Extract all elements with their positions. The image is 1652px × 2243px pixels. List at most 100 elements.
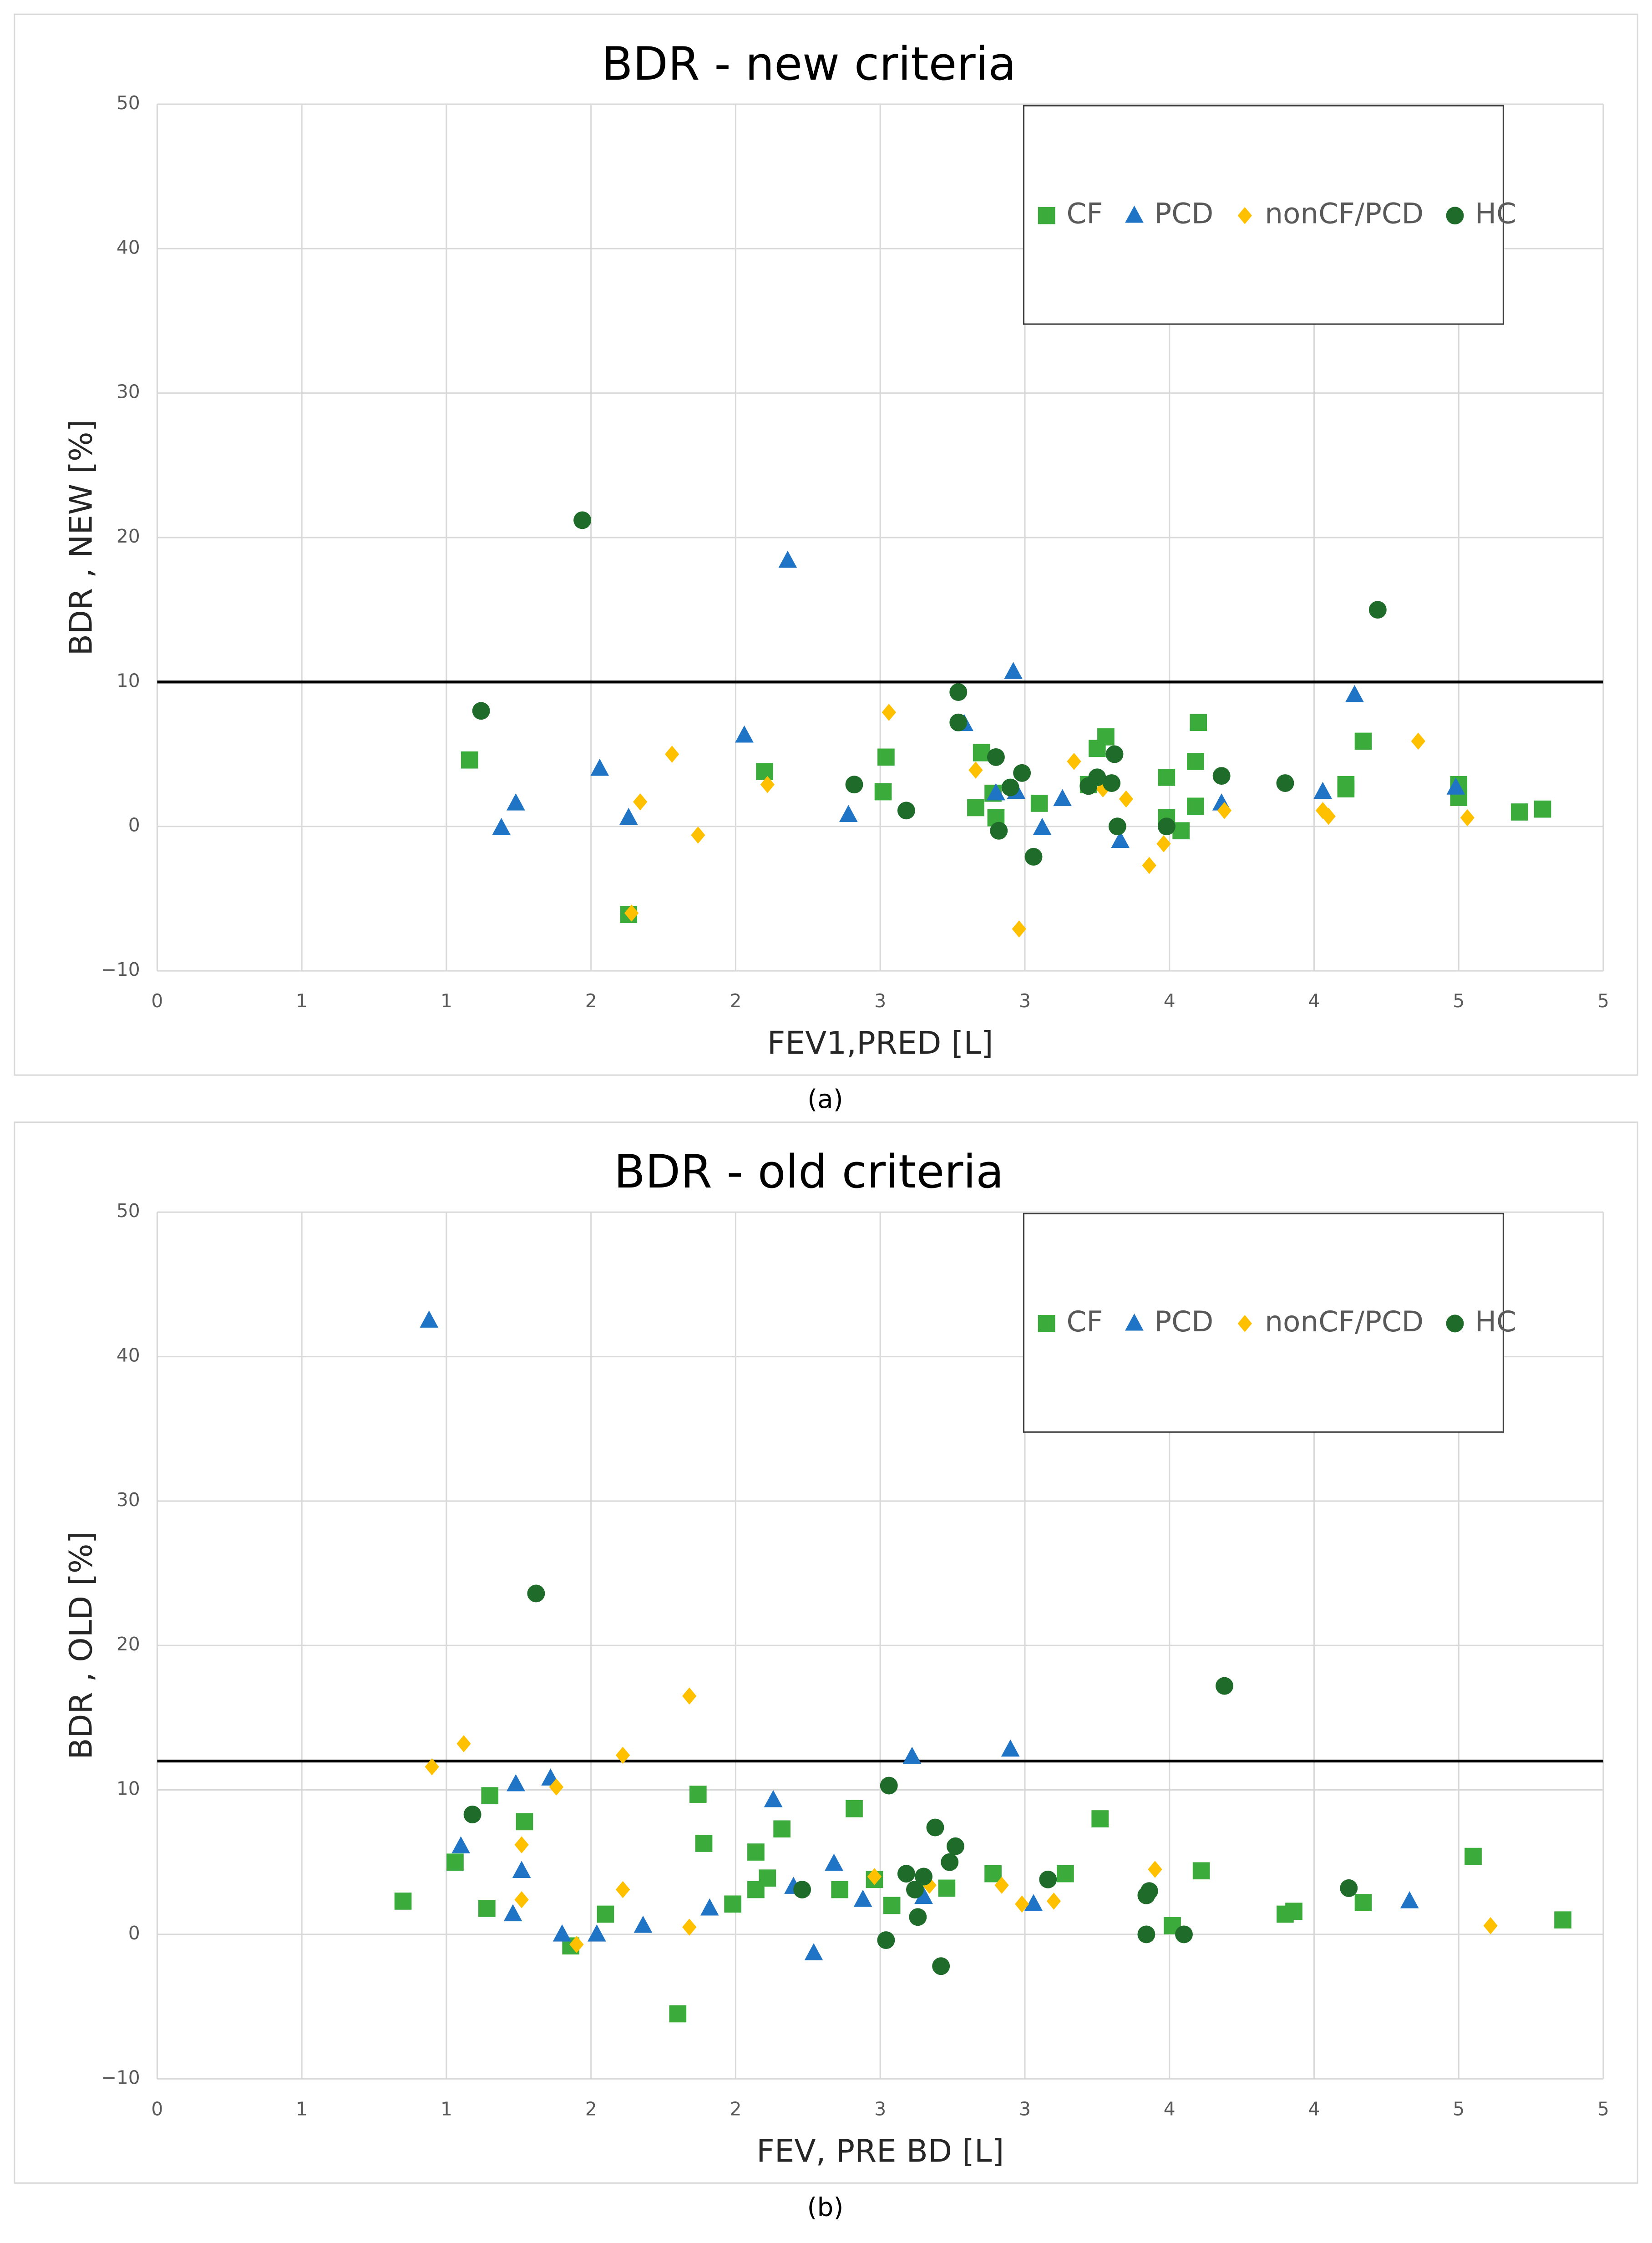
marker-triangle — [451, 1836, 471, 1854]
marker-diamond — [569, 1936, 584, 1953]
y-axis-label: BDR , OLD [%] — [63, 1532, 99, 1760]
x-tick-label: 4 — [1164, 990, 1176, 1012]
marker-circle — [472, 702, 490, 720]
x-tick-label: 3 — [874, 990, 886, 1012]
legend-label: HC — [1475, 197, 1516, 230]
marker-circle — [1103, 774, 1121, 792]
chart-panel: 0 1 1 2 2 3 3 4 4 5 5 −10 0 10 20 30 40 50 BDR - old crite… — [14, 1122, 1638, 2184]
marker-circle — [1108, 817, 1126, 836]
marker-triangle — [839, 805, 858, 822]
marker-square — [1337, 776, 1355, 793]
x-tick-label: 5 — [1597, 990, 1609, 1012]
marker-circle — [1340, 1879, 1358, 1897]
marker-diamond — [514, 1891, 529, 1908]
marker-diamond — [867, 1868, 882, 1885]
marker-square — [773, 1820, 791, 1838]
x-tick-label: 3 — [1019, 2098, 1031, 2120]
marker-square — [724, 1895, 741, 1913]
marker-triangle — [1053, 789, 1072, 807]
marker-circle — [1175, 1925, 1193, 1944]
marker-triangle — [633, 1915, 653, 1933]
marker-square — [1534, 800, 1551, 818]
marker-triangle — [1111, 831, 1130, 848]
marker-square — [1057, 1865, 1074, 1883]
marker-circle — [1039, 1870, 1057, 1888]
marker-square — [1091, 1810, 1109, 1827]
marker-square — [689, 1786, 707, 1803]
marker-diamond — [882, 704, 896, 721]
marker-triangle — [1024, 1894, 1043, 1911]
legend-label: nonCF/PCD — [1265, 197, 1424, 230]
marker-circle — [932, 1957, 950, 1975]
marker-circle — [1001, 778, 1019, 797]
marker-triangle — [492, 817, 511, 835]
marker-diamond — [1321, 807, 1336, 825]
marker-square — [669, 2005, 687, 2023]
marker-triangle — [1446, 777, 1465, 795]
marker-diamond — [1237, 207, 1252, 224]
marker-square — [1158, 768, 1176, 786]
marker-square — [756, 763, 773, 780]
marker-circle — [1368, 601, 1387, 619]
marker-diamond — [624, 904, 639, 922]
marker-diamond — [1156, 835, 1171, 853]
x-tick-label: 4 — [1164, 2098, 1176, 2120]
marker-square — [1038, 1315, 1055, 1332]
marker-square — [461, 751, 478, 769]
x-tick-label: 5 — [1453, 990, 1465, 1012]
marker-circle — [1024, 847, 1043, 866]
y-axis-label: BDR , NEW [%] — [63, 420, 99, 656]
y-tick-label: 20 — [117, 525, 140, 547]
marker-circle — [941, 1853, 959, 1871]
marker-diamond — [682, 1918, 697, 1936]
marker-circle — [1013, 764, 1031, 782]
marker-triangle — [778, 550, 797, 568]
marker-diamond — [615, 1881, 630, 1898]
x-tick-label: 4 — [1308, 990, 1320, 1012]
marker-circle — [1088, 768, 1106, 787]
marker-square — [846, 1800, 863, 1817]
marker-square — [597, 1905, 614, 1923]
marker-diamond — [425, 1758, 439, 1776]
marker-diamond — [1014, 1895, 1029, 1913]
marker-square — [747, 1843, 765, 1861]
marker-circle — [990, 822, 1008, 840]
marker-square — [1192, 1862, 1210, 1880]
marker-circle — [463, 1806, 481, 1823]
marker-triangle — [552, 1924, 572, 1942]
marker-square — [1465, 1847, 1482, 1865]
marker-square — [1190, 714, 1207, 731]
x-tick-label: 1 — [441, 990, 452, 1012]
marker-circle — [1446, 1314, 1464, 1333]
marker-diamond — [1067, 753, 1081, 770]
marker-triangle — [420, 1310, 439, 1328]
marker-triangle — [587, 1924, 606, 1942]
marker-diamond — [691, 826, 705, 844]
marker-triangle — [902, 1746, 922, 1764]
marker-triangle — [1033, 817, 1052, 835]
marker-square — [1510, 803, 1528, 821]
marker-square — [1038, 207, 1055, 224]
marker-triangle — [914, 1887, 933, 1904]
y-tick-label: −10 — [101, 2066, 140, 2088]
marker-triangle — [735, 725, 754, 743]
marker-triangle — [804, 1943, 823, 1960]
y-tick-label: 20 — [117, 1633, 140, 1655]
marker-triangle — [619, 807, 638, 825]
marker-circle — [897, 802, 915, 820]
marker-square — [394, 1893, 412, 1910]
marker-square — [759, 1869, 776, 1887]
legend-label: nonCF/PCD — [1265, 1305, 1424, 1338]
marker-triangle — [1125, 205, 1144, 223]
caption: (a) — [807, 1085, 843, 1114]
x-tick-label: 5 — [1453, 2098, 1465, 2120]
marker-square — [481, 1787, 499, 1805]
marker-circle — [906, 1881, 924, 1898]
marker-circle — [949, 683, 968, 701]
chart-title: BDR - old criteria — [614, 1145, 1004, 1198]
marker-square — [874, 783, 892, 801]
legend-label: PCD — [1154, 1305, 1213, 1338]
marker-triangle — [825, 1853, 843, 1871]
marker-square — [967, 799, 984, 817]
